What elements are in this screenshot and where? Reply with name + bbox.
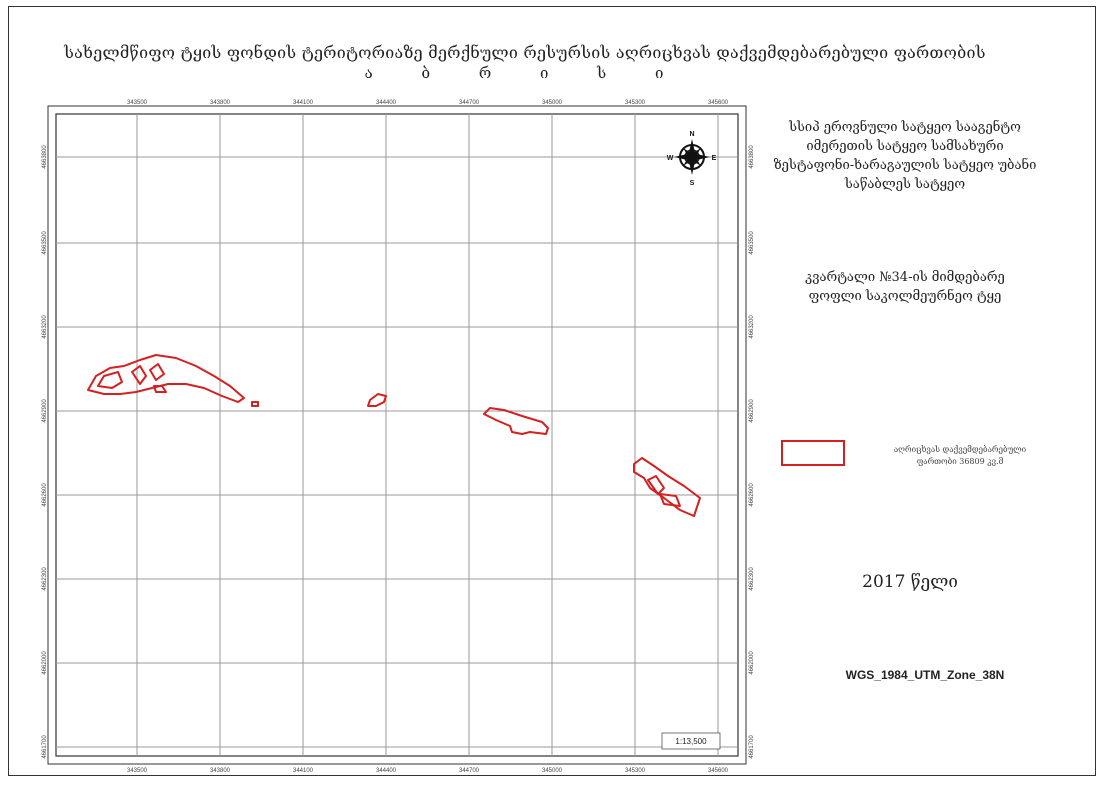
organization-line: იმერეთის სატყეო სამსახური (806, 139, 1004, 154)
compass-south-label: S (690, 180, 695, 187)
compass-rose-icon: N S E W (667, 131, 717, 187)
survey-polygon (131, 365, 147, 385)
x-tick-label-top: 345000 (542, 100, 563, 106)
y-tick-label-right: 4662600 (749, 483, 755, 507)
y-tick-label-right: 4661700 (749, 735, 755, 759)
x-tick-label-top: 344700 (459, 100, 480, 106)
map-inner-border (55, 113, 739, 757)
legend-swatch (781, 440, 845, 466)
map-title: სახელმწიფო ტყის ფონდის ტერიტორიაზე მერქნ… (60, 42, 990, 84)
legend-label-line: აღრიცხვას დაქვემდებარებული (893, 445, 1027, 454)
y-tick-label-right: 4662000 (749, 651, 755, 675)
x-tick-label-top: 344100 (293, 100, 314, 106)
x-tick-label-bottom: 344100 (293, 768, 314, 774)
crs-label: WGS_1984_UTM_Zone_38N (845, 668, 1005, 682)
area-subtitle-line: ფოფლი საკოლმეურნეო ტყე (808, 289, 1002, 304)
survey-polygon (647, 475, 665, 495)
survey-polygon (633, 457, 701, 517)
y-tick-label-left: 4663200 (42, 315, 48, 339)
survey-polygon (367, 393, 387, 407)
legend-label-line: ფართობი 36809 კვ.მ (916, 457, 1004, 466)
x-tick-label-top: 344400 (376, 100, 397, 106)
survey-polygon (97, 371, 123, 389)
title-line-1: სახელმწიფო ტყის ფონდის ტერიტორიაზე მერქნ… (64, 43, 986, 62)
scale-text: 1:13,500 (675, 737, 707, 746)
area-subtitle: კვარტალი №34-ის მიმდებარე ფოფლი საკოლმეუ… (760, 268, 1050, 306)
x-tick-label-top: 345600 (708, 100, 729, 106)
y-tick-label-left: 4663800 (42, 145, 48, 169)
organization-block: სსიპ ეროვნული სატყეო სააგენტო იმერეთის ს… (760, 118, 1050, 194)
compass-west-label: W (667, 155, 674, 162)
x-tick-label-bottom: 343500 (127, 768, 148, 774)
y-tick-label-left: 4662600 (42, 483, 48, 507)
organization-line: სსიპ ეროვნული სატყეო სააგენტო (789, 120, 1021, 135)
y-tick-label-left: 4661700 (42, 735, 48, 759)
y-tick-label-right: 4662900 (749, 399, 755, 423)
x-tick-label-top: 343500 (127, 100, 148, 106)
x-tick-label-bottom: 344700 (459, 768, 480, 774)
survey-polygon (251, 401, 259, 407)
title-line-2: ა ბ რ ი ს ი (364, 64, 686, 82)
compass-east-label: E (712, 155, 717, 162)
area-subtitle-line: კვარტალი №34-ის მიმდებარე (805, 270, 1005, 285)
x-tick-label-bottom: 345000 (542, 768, 563, 774)
organization-line: ზესტაფონი-ხარაგაულის სატყეო უბანი (773, 158, 1037, 173)
survey-polygon (149, 363, 165, 381)
legend-label: აღრიცხვას დაქვემდებარებული ფართობი 36809… (860, 444, 1060, 468)
y-tick-label-right: 4663800 (749, 145, 755, 169)
x-tick-label-bottom: 345600 (708, 768, 729, 774)
scale-box (661, 732, 721, 750)
x-tick-label-bottom: 344400 (376, 768, 397, 774)
y-tick-label-right: 4663500 (749, 231, 755, 255)
survey-polygons (87, 354, 701, 517)
x-tick-label-top: 345300 (625, 100, 646, 106)
y-tick-label-left: 4662000 (42, 651, 48, 675)
y-tick-label-left: 4662300 (42, 567, 48, 591)
grid-lines (56, 114, 738, 756)
y-tick-label-left: 4662900 (42, 399, 48, 423)
survey-polygon (87, 354, 245, 403)
x-tick-label-bottom: 345300 (625, 768, 646, 774)
survey-polygon (659, 493, 681, 507)
y-tick-label-right: 4663200 (749, 315, 755, 339)
y-tick-label-left: 4663500 (42, 231, 48, 255)
organization-line: საწაბლეს სატყეო (844, 177, 966, 192)
survey-polygon (483, 407, 549, 435)
y-tick-label-right: 4662300 (749, 567, 755, 591)
year-label: 2017 წელი (862, 572, 958, 592)
compass-north-label: N (689, 131, 694, 138)
survey-polygon (153, 385, 167, 393)
map-frame (8, 6, 1096, 776)
map-outer-border (47, 105, 747, 765)
x-tick-label-top: 343800 (210, 100, 231, 106)
x-tick-label-bottom: 343800 (210, 768, 231, 774)
